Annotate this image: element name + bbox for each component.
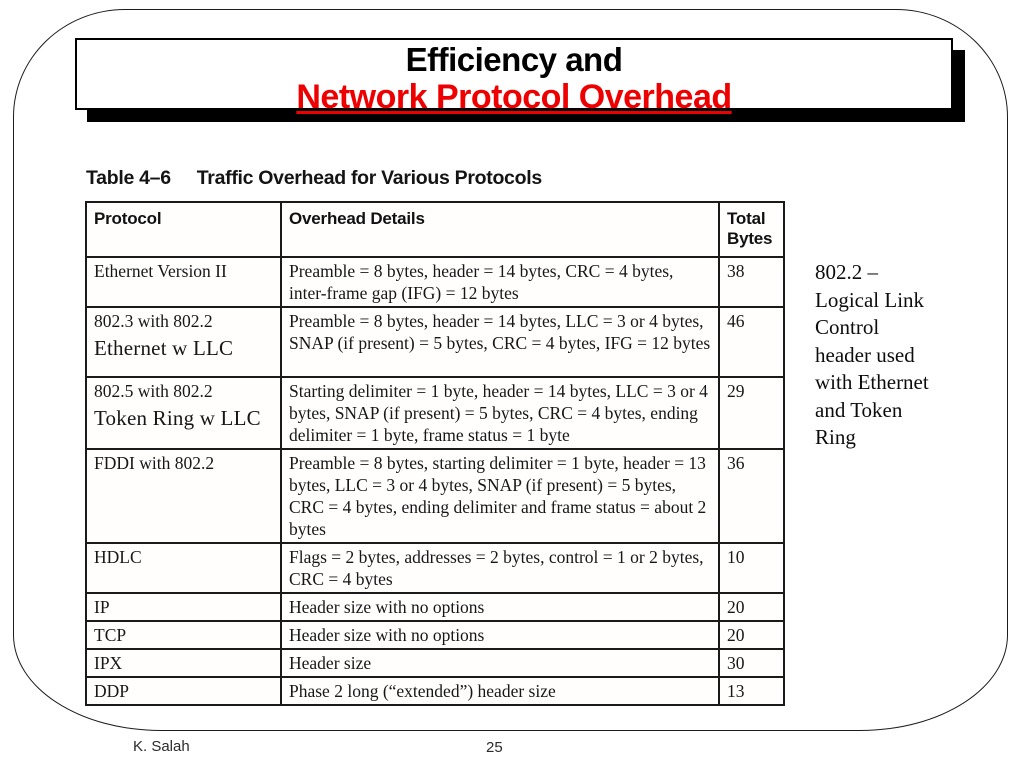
protocol-cell: Ethernet Version II: [85, 256, 282, 308]
total-bytes-cell: 38: [718, 256, 785, 308]
protocol-cell: IPX: [85, 648, 282, 678]
total-bytes-cell: 20: [718, 592, 785, 622]
slide-border-outline: [13, 9, 1008, 731]
protocol-name: TCP: [94, 625, 127, 645]
protocol-cell: TCP: [85, 620, 282, 650]
side-note-802-2: 802.2 – Logical Link Control header used…: [815, 260, 929, 449]
details-cell: Phase 2 long (“extended”) header size: [280, 676, 720, 706]
details-cell: Header size with no options: [280, 592, 720, 622]
protocol-subname: Token Ring w LLC: [94, 406, 261, 430]
protocol-name: 802.3 with 802.2: [94, 311, 213, 331]
table-row: Ethernet Version II Preamble = 8 bytes, …: [85, 256, 785, 308]
col-header-protocol: Protocol: [85, 201, 282, 258]
details-cell: Preamble = 8 bytes, header = 14 bytes, C…: [280, 256, 720, 308]
total-bytes-cell: 29: [718, 376, 785, 450]
total-bytes-cell: 46: [718, 306, 785, 378]
protocol-cell: IP: [85, 592, 282, 622]
total-bytes-cell: 10: [718, 542, 785, 594]
protocol-cell: HDLC: [85, 542, 282, 594]
footer-page-number: 25: [486, 739, 503, 756]
protocol-name: Ethernet Version II: [94, 261, 227, 281]
details-cell: Header size with no options: [280, 620, 720, 650]
table-caption-text: Traffic Overhead for Various Protocols: [196, 167, 542, 189]
table-caption-label: Table 4–6: [86, 167, 171, 189]
footer-author: K. Salah: [133, 738, 190, 755]
col-header-overhead-details: Overhead Details: [280, 201, 720, 258]
total-bytes-cell: 36: [718, 448, 785, 544]
table-row: IPX Header size 30: [85, 648, 785, 678]
table-row: TCP Header size with no options 20: [85, 620, 785, 650]
details-cell: Preamble = 8 bytes, starting delimiter =…: [280, 448, 720, 544]
protocol-name: FDDI with 802.2: [94, 453, 215, 473]
total-bytes-cell: 13: [718, 676, 785, 706]
table-header-row: Protocol Overhead Details Total Bytes: [85, 201, 785, 258]
table-row: DDP Phase 2 long (“extended”) header siz…: [85, 676, 785, 706]
protocol-cell: 802.3 with 802.2 Ethernet w LLC: [85, 306, 282, 378]
protocol-name: 802.5 with 802.2: [94, 381, 213, 401]
protocol-name: IPX: [94, 653, 123, 673]
details-cell: Starting delimiter = 1 byte, header = 14…: [280, 376, 720, 450]
table-row: IP Header size with no options 20: [85, 592, 785, 622]
title-line-1: Efficiency and: [405, 41, 623, 78]
protocol-cell: FDDI with 802.2: [85, 448, 282, 544]
table-row: HDLC Flags = 2 bytes, addresses = 2 byte…: [85, 542, 785, 594]
protocol-subname: Ethernet w LLC: [94, 336, 234, 360]
table-caption: Table 4–6 Traffic Overhead for Various P…: [86, 167, 542, 190]
title-line-2: Network Protocol Overhead: [296, 78, 732, 116]
protocol-name: HDLC: [94, 547, 142, 567]
table-row: 802.3 with 802.2 Ethernet w LLC Preamble …: [85, 306, 785, 378]
details-cell: Flags = 2 bytes, addresses = 2 bytes, co…: [280, 542, 720, 594]
protocol-cell: 802.5 with 802.2 Token Ring w LLC: [85, 376, 282, 450]
total-bytes-cell: 20: [718, 620, 785, 650]
total-bytes-cell: 30: [718, 648, 785, 678]
details-cell: Header size: [280, 648, 720, 678]
table-row: FDDI with 802.2 Preamble = 8 bytes, star…: [85, 448, 785, 544]
details-cell: Preamble = 8 bytes, header = 14 bytes, L…: [280, 306, 720, 378]
table-row: 802.5 with 802.2 Token Ring w LLC Startin…: [85, 376, 785, 450]
col-header-total-bytes: Total Bytes: [718, 201, 785, 258]
protocol-cell: DDP: [85, 676, 282, 706]
title-box: Efficiency and Network Protocol Overhead: [75, 38, 953, 116]
overhead-table: Protocol Overhead Details Total Bytes Et…: [85, 201, 785, 706]
protocol-name: IP: [94, 597, 110, 617]
protocol-name: DDP: [94, 681, 130, 701]
